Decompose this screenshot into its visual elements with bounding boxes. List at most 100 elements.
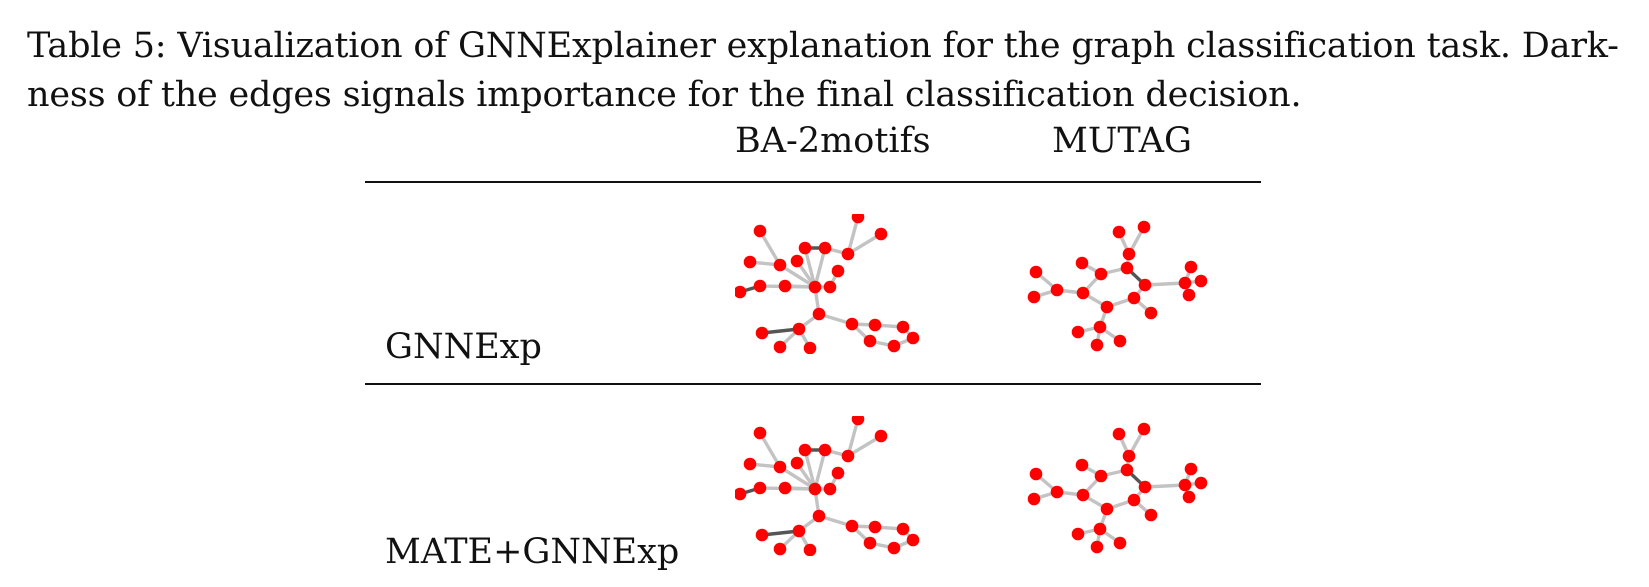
mutag-graph-mate-gnnexp [1027,422,1208,554]
graph-edge [778,465,817,491]
graph-node [1094,267,1108,281]
row-label-mate-gnnexp: MATE+GNNExp [385,532,680,572]
graph-node [1071,527,1085,541]
graph-node [851,214,865,224]
graph-node [1137,422,1151,436]
graph-node [841,247,855,261]
graph-node [906,331,920,345]
graph-node [874,227,888,241]
graph-node [753,224,767,238]
graph-node [896,320,910,334]
graph-node [743,255,757,269]
graph-node [906,533,920,547]
graph-edge [803,246,817,289]
graph-node [1090,338,1104,352]
graph-node [773,460,787,474]
graph-edge [846,417,860,458]
column-header-mutag: MUTAG [1052,121,1192,161]
graph-node [1113,334,1127,348]
graph-node [1144,306,1158,320]
graph-node [1100,502,1114,516]
graph-node [1113,536,1127,550]
graph-node [1127,291,1141,305]
graph-node [778,481,792,495]
graph-node [753,481,767,495]
graph-node [812,509,826,523]
graph-node [1120,463,1134,477]
graph-node [1029,467,1043,481]
graph-node [1076,286,1090,300]
graph-node [1138,480,1152,494]
graph-edge [846,434,883,458]
graph-node [1137,220,1151,234]
graph-node [743,457,757,471]
graph-node [790,456,804,470]
graph-node [808,482,822,496]
graph-node [851,416,865,426]
graph-edge [758,431,782,469]
graph-node [1182,288,1196,302]
graph-node [1194,274,1208,288]
mutag-graph-gnnexp [1027,220,1208,352]
graph-node [845,519,859,533]
ba2motifs-graph-gnnexp [735,214,920,354]
graph-edge [778,263,817,289]
graph-edge [846,232,883,256]
graph-node [823,280,837,294]
graph-node [1184,462,1198,476]
graph-edge [1143,281,1187,287]
graph-edge [846,215,860,256]
graph-edge [758,229,782,267]
graph-node [808,280,822,294]
graph-node [863,334,877,348]
graph-node [1027,492,1041,506]
graph-node [1112,225,1126,239]
caption-line-1: Table 5: Visualization of GNNExplainer e… [27,26,1619,66]
graph-node [1194,476,1208,490]
table-rule-top [365,181,1261,183]
graph-node [773,340,787,354]
graph-node [887,339,901,353]
graph-node [1029,265,1043,279]
graph-node [896,522,910,536]
graph-node [798,443,812,457]
graph-node [792,322,806,336]
graph-node [1178,478,1192,492]
graph-node [798,241,812,255]
column-header-ba2motifs: BA-2motifs [735,121,931,161]
graph-node [823,482,837,496]
graph-node [1050,485,1064,499]
table-rule-middle [365,383,1261,385]
graph-node [755,528,769,542]
graph-node [790,254,804,268]
graph-node [1138,278,1152,292]
graph-node [1122,449,1136,463]
ba2motifs-graph-mate-gnnexp [735,416,920,556]
graph-node [868,318,882,332]
graph-node [1178,276,1192,290]
graph-node [1050,283,1064,297]
caption-line-2: ness of the edges signals importance for… [27,75,1302,115]
graph-node [735,285,747,299]
graph-edge [813,246,827,289]
graph-node [818,443,832,457]
graph-node [778,279,792,293]
graph-node [1120,261,1134,275]
graph-node [1144,508,1158,522]
graph-node [753,279,767,293]
graph-node [1112,427,1126,441]
graph-node [1122,247,1136,261]
graph-node [803,341,817,354]
graph-node [868,520,882,534]
graph-node [845,317,859,331]
graph-node [818,241,832,255]
graph-node [874,429,888,443]
graph-node [1093,320,1107,334]
graph-node [812,307,826,321]
graph-node [1027,290,1041,304]
graph-node [831,264,845,278]
graph-node [863,536,877,550]
graph-node [1075,256,1089,270]
graph-node [1182,490,1196,504]
graph-node [841,449,855,463]
